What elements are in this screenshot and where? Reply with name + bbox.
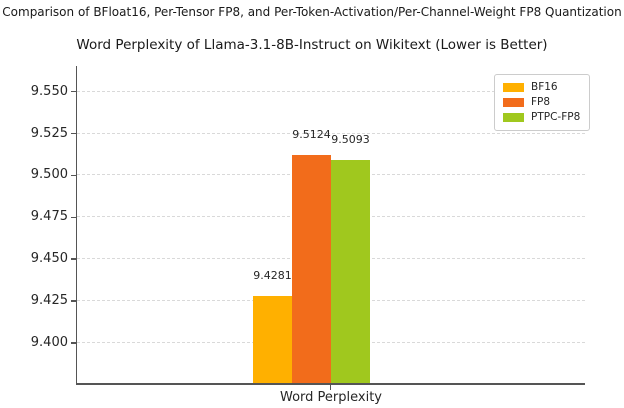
legend-label: FP8 [531,96,551,108]
chart-title: Word Perplexity of Llama-3.1-8B-Instruct… [76,37,548,53]
y-tick-mark [71,342,77,344]
legend-label: BF16 [531,81,558,93]
x-tick-mark [330,385,332,390]
bar-value-label-fp8: 9.5124 [292,127,331,141]
gridline [77,132,585,134]
y-tick-mark [71,258,77,260]
bar-value-label-bf16: 9.4281 [253,268,292,282]
bar-fp8 [292,154,331,383]
legend-item-bf16: BF16 [503,82,580,93]
y-tick-mark [71,132,77,135]
y-tick-mark [71,216,77,218]
x-axis-label: Word Perplexity [280,390,382,405]
y-tick-label: 9.450 [30,251,68,267]
legend-label: PTPC-FP8 [531,111,581,123]
legend-item-fp8: FP8 [503,97,580,108]
y-tick-label: 9.525 [30,125,68,141]
bar-value-label-ptpc-fp8: 9.5093 [331,132,370,146]
bar-ptpc-fp8 [331,159,370,383]
legend: BF16 FP8 PTPC-FP8 [494,74,591,131]
y-tick-label: 9.550 [30,83,68,99]
y-tick-mark [71,174,77,177]
y-tick-label: 9.500 [30,167,68,183]
y-tick-label: 9.425 [30,292,68,308]
bar-bf16 [253,295,292,383]
y-tick-label: 9.400 [30,334,68,350]
legend-swatch-ptpc-fp8 [503,113,524,122]
plot-area: BF16 FP8 PTPC-FP8 9.550 9.525 9.500 9.475 9.45… [31,66,591,385]
legend-item-ptpc-fp8: PTPC-FP8 [503,112,580,123]
y-tick-mark [71,300,77,302]
figure-suptitle: Comparison of BFloat16, Per-Tensor FP8, … [2,5,622,19]
gridline [77,90,585,92]
legend-swatch-bf16 [503,83,524,92]
legend-swatch-fp8 [503,98,524,107]
y-tick-mark [71,90,77,93]
y-tick-label: 9.475 [30,209,68,225]
